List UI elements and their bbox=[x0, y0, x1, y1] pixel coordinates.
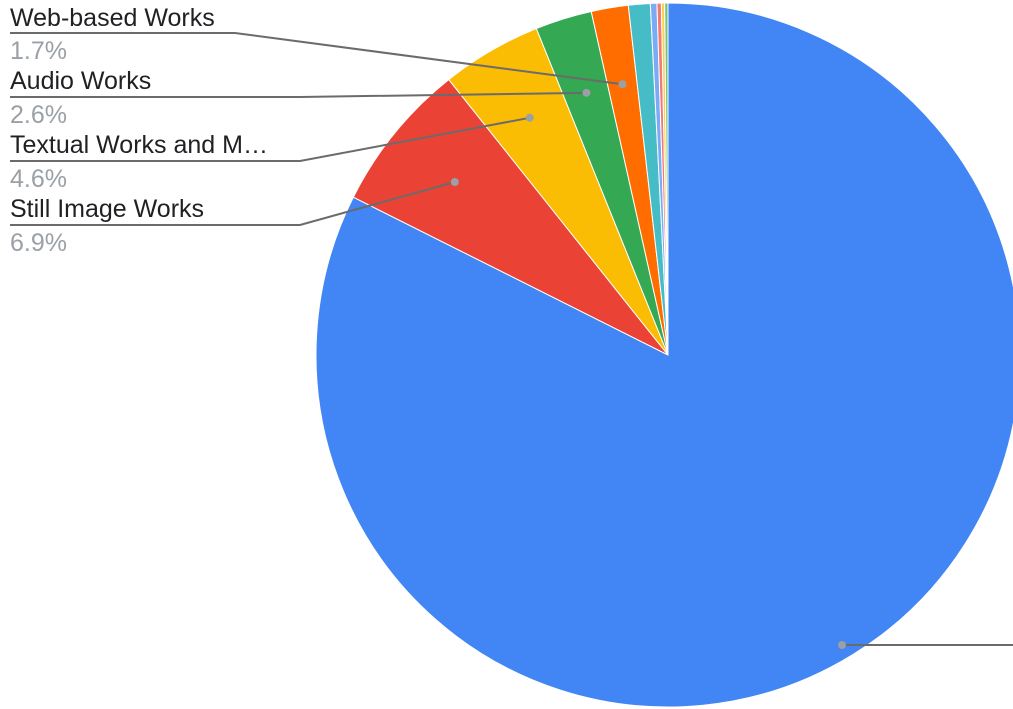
pie-slice-still-image-works bbox=[352, 78, 669, 356]
pie-slice-unlabeled-0 bbox=[315, 2, 1013, 708]
leader-line-still-image-works bbox=[10, 181, 456, 226]
slice-pct-web-based-works: 1.7% bbox=[10, 37, 67, 65]
leader-dot-main-slice bbox=[838, 641, 846, 649]
pie-slice-unlabeled-9 bbox=[664, 2, 669, 356]
slice-label-web-based-works: Web-based Works bbox=[10, 4, 215, 32]
slice-pct-audio-works: 2.6% bbox=[10, 101, 67, 129]
leader-dot-web-based-works bbox=[618, 80, 627, 89]
slice-labels: Web-based Works 1.7% Audio Works 2.6% Te… bbox=[10, 4, 268, 257]
leader-line-audio-works bbox=[10, 91, 587, 98]
leader-dot-audio-works bbox=[582, 88, 591, 97]
leader-line-web-based-works bbox=[10, 32, 623, 86]
slice-pct-still-image-works: 6.9% bbox=[10, 229, 67, 257]
slice-pct-textual-works: 4.6% bbox=[10, 165, 67, 193]
slice-label-audio-works: Audio Works bbox=[10, 67, 151, 95]
pie-slices bbox=[315, 2, 1013, 708]
slice-label-still-image-works: Still Image Works bbox=[10, 195, 204, 223]
leader-lines bbox=[10, 32, 1013, 649]
slice-label-textual-works: Textual Works and M… bbox=[10, 131, 268, 159]
leader-dot-textual-works-and-m bbox=[525, 113, 534, 122]
leader-dot-still-image-works bbox=[450, 177, 459, 186]
leader-line-textual-works-and-m bbox=[10, 116, 530, 162]
